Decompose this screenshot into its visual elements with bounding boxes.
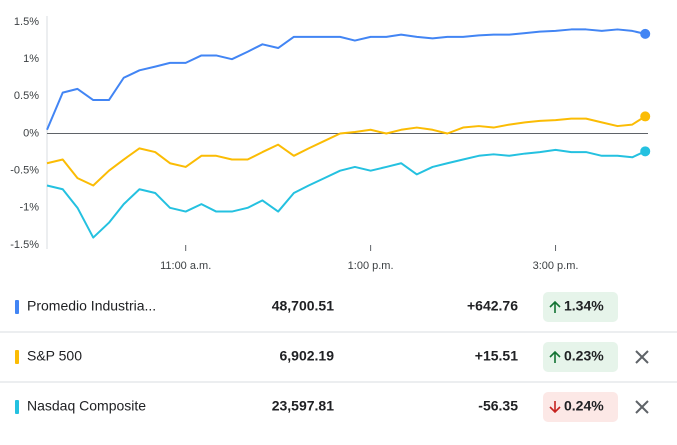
- price: 23,597.81: [272, 398, 334, 414]
- index-name: Promedio Industria...: [27, 298, 156, 314]
- y-tick-label: -1.5%: [10, 239, 39, 251]
- series-line: [46, 148, 646, 239]
- quote-row[interactable]: S&P 500 6,902.19 +15.51 0.23%: [0, 331, 677, 372]
- percent: 1.34%: [564, 298, 604, 314]
- y-tick-label: 1%: [23, 53, 39, 65]
- change: +642.76: [467, 298, 518, 314]
- percent: 0.23%: [564, 348, 604, 364]
- color-swatch: [15, 350, 19, 364]
- y-tick-label: 0.5%: [14, 90, 39, 102]
- end-dot: [640, 146, 651, 157]
- y-tick-label: -0.5%: [10, 165, 39, 177]
- x-tick-label: 3:00 p.m.: [533, 260, 579, 272]
- percent-pill: [543, 342, 618, 372]
- percent-pill: [543, 392, 618, 422]
- series-line: [46, 115, 646, 187]
- y-tick-label: -1%: [19, 202, 39, 214]
- arrow-icon: [549, 401, 561, 414]
- series-line: [46, 28, 646, 131]
- x-tick-label: 11:00 a.m.: [160, 260, 211, 272]
- color-swatch: [15, 300, 19, 314]
- percent: 0.24%: [564, 398, 604, 414]
- x-tick-label: 1:00 p.m.: [348, 260, 394, 272]
- price: 48,700.51: [272, 298, 334, 314]
- y-tick-label: 1.5%: [14, 16, 39, 28]
- percent-pill: [543, 292, 618, 322]
- quote-row[interactable]: Promedio Industria... 48,700.51 +642.76 1.3…: [15, 292, 618, 322]
- change: -56.35: [478, 398, 518, 414]
- y-tick-label: 0%: [23, 127, 39, 139]
- end-dot: [640, 111, 651, 122]
- arrow-icon: [549, 350, 561, 363]
- arrow-icon: [549, 300, 561, 313]
- remove-button[interactable]: [635, 350, 649, 364]
- quote-row[interactable]: Nasdaq Composite 23,597.81 -56.35 0.24%: [0, 381, 677, 422]
- index-name: S&P 500: [27, 348, 82, 364]
- color-swatch: [15, 400, 19, 414]
- remove-button[interactable]: [635, 400, 649, 414]
- index-name: Nasdaq Composite: [27, 398, 146, 414]
- change: +15.51: [475, 348, 518, 364]
- price: 6,902.19: [280, 348, 335, 364]
- end-dot: [640, 28, 651, 39]
